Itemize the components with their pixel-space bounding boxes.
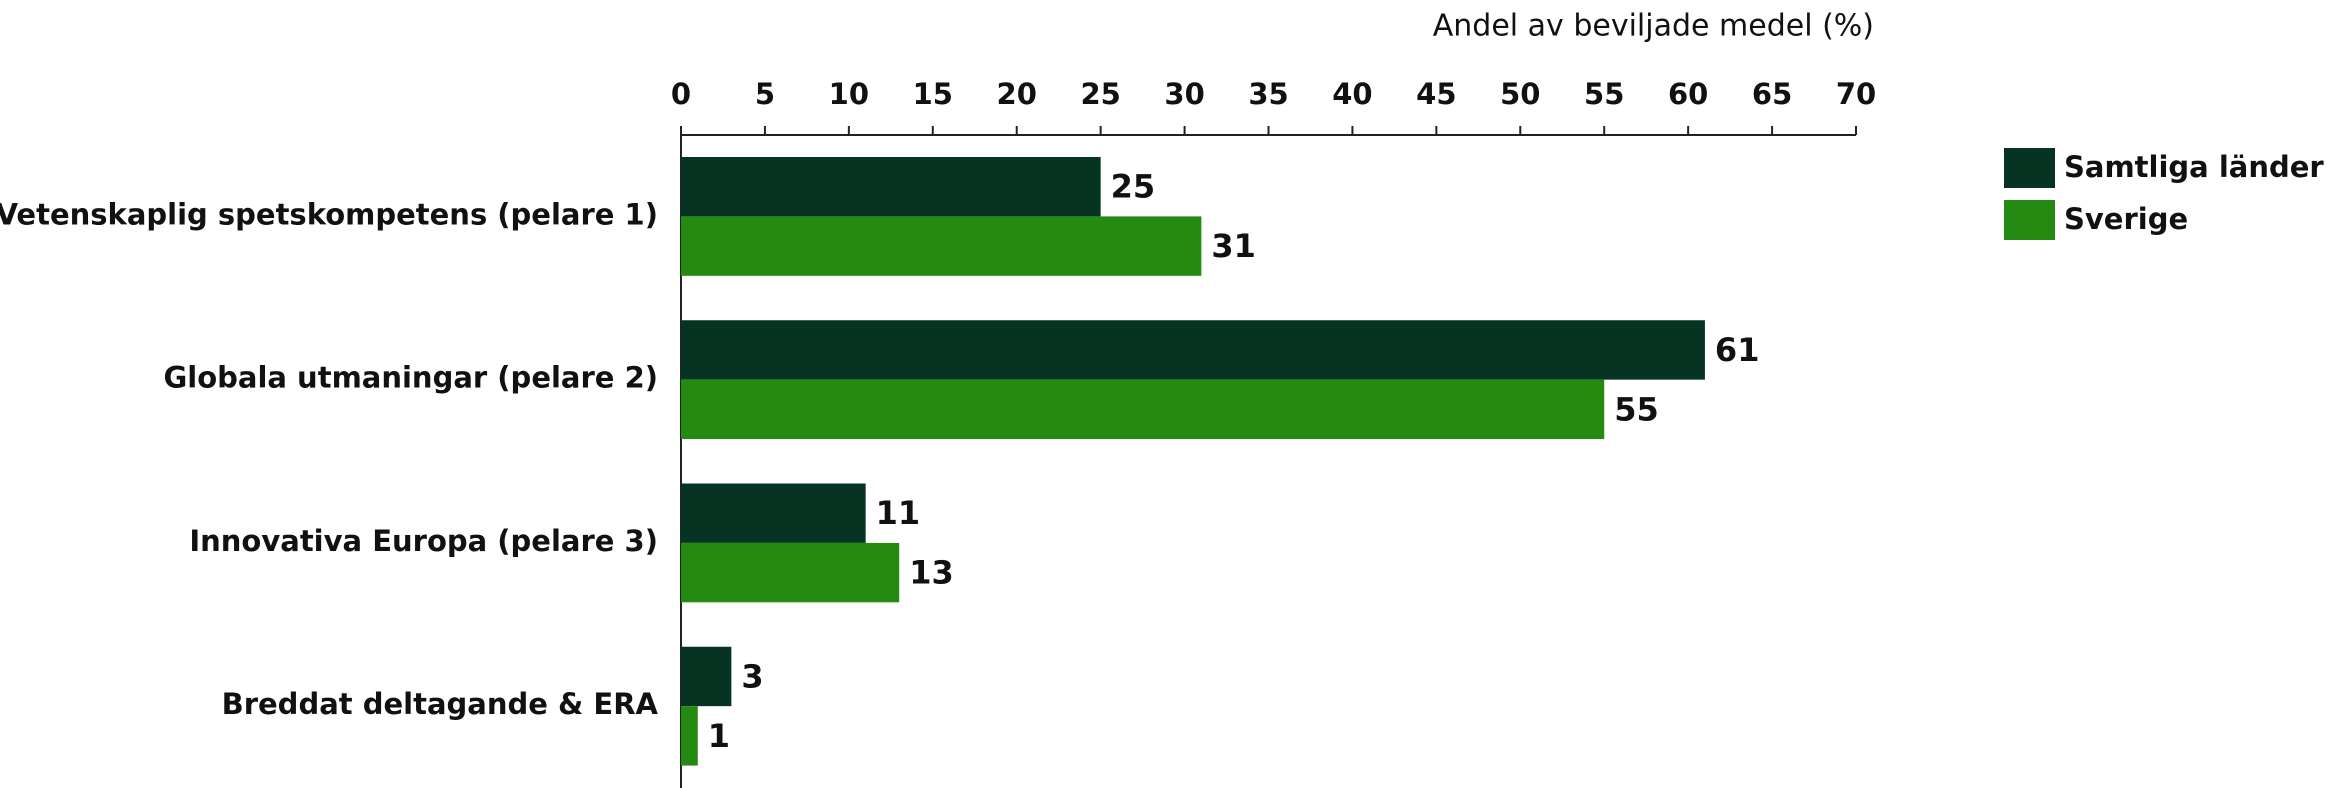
bar (681, 706, 698, 766)
x-tick-label: 40 (1332, 77, 1372, 111)
bar (681, 157, 1101, 217)
value-label: 55 (1614, 390, 1659, 428)
y-tick-label: Breddat deltagande & ERA (222, 687, 659, 721)
value-label: 31 (1211, 227, 1256, 265)
bar (681, 320, 1705, 380)
x-tick-label: 20 (997, 77, 1037, 111)
value-label: 3 (741, 657, 763, 695)
bar (681, 542, 900, 603)
legend-label: Samtliga länder (2064, 150, 2324, 184)
y-tick-label: Globala utmaningar (pelare 2) (163, 361, 658, 395)
x-tick-label: 45 (1416, 77, 1456, 111)
legend-label: Sverige (2064, 202, 2188, 236)
x-tick-label: 10 (829, 77, 869, 111)
x-tick-label: 60 (1668, 77, 1708, 111)
legend-swatch (2004, 200, 2055, 240)
x-tick-label: 70 (1836, 77, 1876, 111)
y-tick-label: Innovativa Europa (pelare 3) (189, 524, 658, 558)
x-tick-label: 0 (671, 77, 691, 111)
x-tick-label: 5 (755, 77, 775, 111)
value-label: 25 (1111, 168, 1156, 206)
x-tick-label: 30 (1164, 77, 1204, 111)
x-tick-label: 15 (913, 77, 953, 111)
bar (681, 483, 866, 543)
x-axis-label: Andel av beviljade medel (%) (1433, 9, 1874, 44)
bar (681, 646, 732, 707)
value-label: 1 (708, 717, 730, 755)
x-tick-label: 55 (1584, 77, 1624, 111)
value-label: 61 (1715, 331, 1760, 369)
x-tick-label: 50 (1500, 77, 1540, 111)
x-tick-label: 65 (1752, 77, 1792, 111)
x-tick-label: 25 (1080, 77, 1120, 111)
bar (681, 379, 1605, 440)
legend-swatch (2004, 148, 2055, 188)
bar (681, 216, 1202, 276)
value-label: 11 (876, 494, 921, 532)
y-tick-label: Vetenskaplig spetskompetens (pelare 1) (0, 197, 658, 231)
x-tick-label: 35 (1248, 77, 1288, 111)
value-label: 13 (909, 554, 954, 592)
